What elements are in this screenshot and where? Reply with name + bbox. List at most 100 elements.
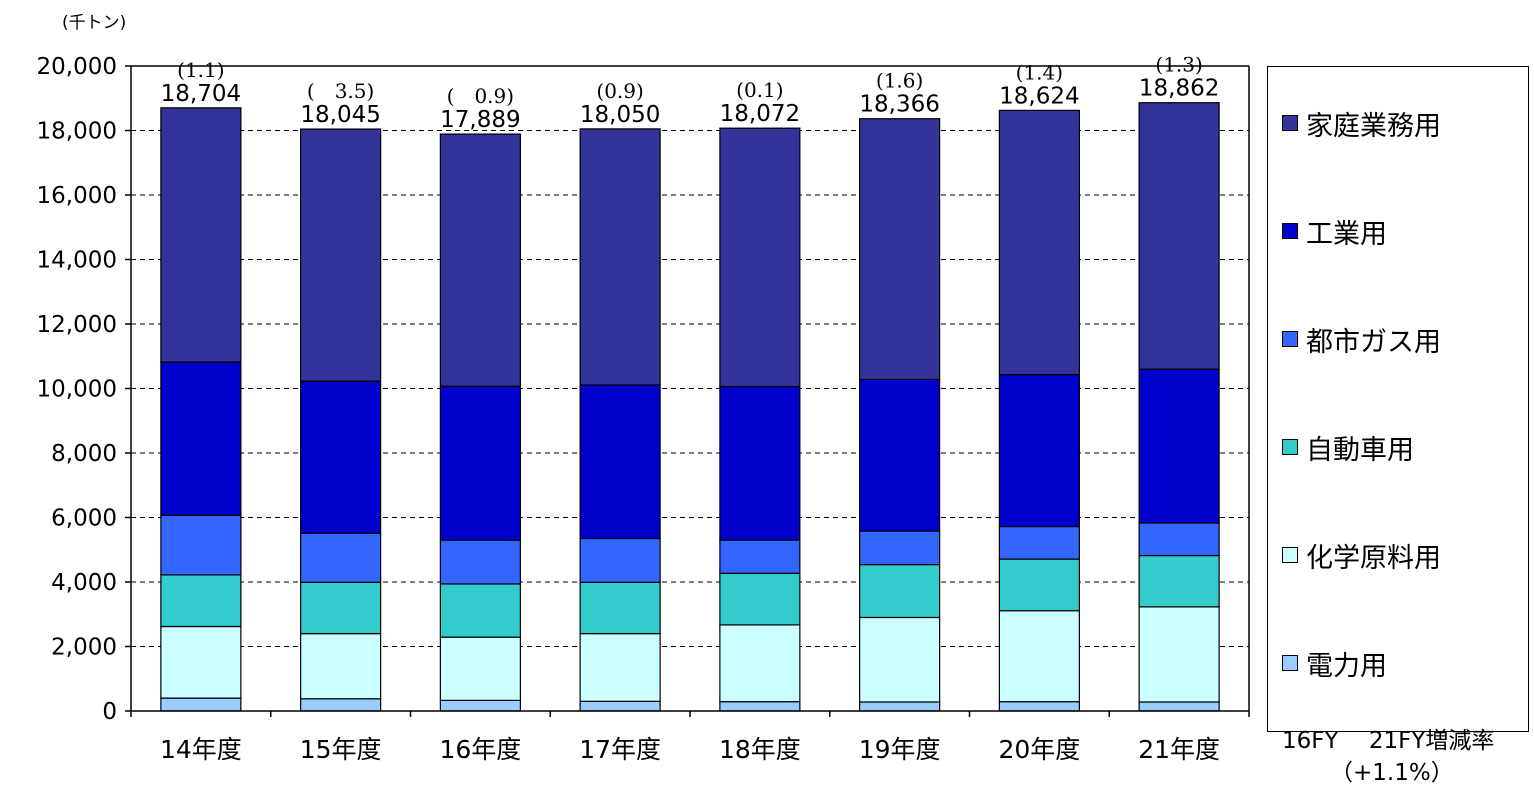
bar-segment-5 (719, 385, 801, 541)
x-tick-label: 17年度 (579, 735, 661, 764)
legend-item: 家庭業務用 (1282, 103, 1441, 143)
bar-segment-4 (719, 539, 801, 574)
bar-segment-6 (859, 118, 941, 381)
bar-segment-6 (998, 109, 1080, 376)
legend-label: 工業用 (1306, 218, 1387, 250)
legend-swatch (1282, 115, 1298, 131)
bar-segment-6 (579, 128, 661, 386)
x-tick-label: 19年度 (859, 735, 941, 764)
legend-swatch (1282, 547, 1298, 563)
bar-segment-5 (300, 380, 382, 534)
x-tick-label: 21年度 (1138, 735, 1220, 764)
legend-swatch (1282, 439, 1298, 455)
bar-segment-4 (859, 530, 941, 566)
bar-segment-1 (579, 700, 661, 712)
bar-segment-4 (439, 539, 521, 585)
bar-total-label: 18,050 (580, 102, 660, 128)
y-tick-label: 14,000 (37, 248, 117, 274)
bar-segment-5 (1138, 368, 1220, 524)
bar-segment-1 (160, 697, 242, 712)
footer-change-rate: （+1.1%） (1330, 760, 1454, 786)
bar-segment-6 (1138, 102, 1220, 370)
y-tick-label: 6,000 (51, 506, 117, 532)
x-tick-label: 20年度 (998, 735, 1080, 764)
bar-segment-2 (160, 625, 242, 699)
legend-swatch (1282, 331, 1298, 347)
bar-change-label: ( 0.9) (447, 84, 514, 108)
bar-change-label: (1.1) (177, 58, 224, 82)
x-tick-label: 15年度 (300, 735, 382, 764)
legend-label: 都市ガス用 (1306, 326, 1441, 358)
bar-segment-2 (859, 616, 941, 703)
bar-total-label: 18,624 (999, 83, 1079, 109)
bar-segment-1 (1138, 701, 1220, 712)
bar-segment-3 (998, 558, 1080, 612)
bar-change-label: (1.4) (1016, 60, 1063, 84)
bar-segment-6 (719, 127, 801, 388)
bar-total-label: 18,704 (161, 81, 241, 107)
bar-segment-2 (300, 632, 382, 700)
y-tick-label: 16,000 (37, 183, 117, 209)
bar-segment-1 (439, 699, 521, 712)
x-tick-label: 18年度 (719, 735, 801, 764)
legend-label: 自動車用 (1306, 434, 1414, 466)
y-tick-label: 10,000 (37, 377, 117, 403)
y-tick-label: 2,000 (51, 635, 117, 661)
bar-change-label: (1.6) (876, 69, 923, 93)
bar-total-label: 18,045 (300, 102, 380, 128)
bar-segment-3 (859, 563, 941, 619)
bar-segment-1 (998, 701, 1080, 712)
x-tick-label: 14年度 (160, 735, 242, 764)
bar-segment-4 (1138, 522, 1220, 557)
bar-total-label: 17,889 (440, 107, 520, 133)
bar-segment-5 (998, 374, 1080, 528)
bar-segment-5 (859, 378, 941, 532)
x-tick-label: 16年度 (439, 735, 521, 764)
legend-swatch (1282, 223, 1298, 239)
bar-segment-2 (439, 636, 521, 701)
bar-segment-3 (719, 572, 801, 626)
bar-total-label: 18,072 (720, 101, 800, 127)
y-tick-label: 20,000 (37, 54, 117, 80)
bar-segment-1 (859, 701, 941, 712)
bar-segment-4 (579, 537, 661, 583)
legend-label: 家庭業務用 (1306, 110, 1441, 142)
bar-total-label: 18,862 (1139, 76, 1219, 102)
bar-total-label: 18,366 (859, 92, 939, 118)
bar-segment-5 (160, 361, 242, 516)
bar-segment-4 (160, 514, 242, 576)
bar-change-label: ( 3.5) (307, 79, 374, 103)
y-tick-label: 4,000 (51, 570, 117, 596)
legend-item: 化学原料用 (1282, 535, 1441, 575)
bar-segment-3 (579, 581, 661, 635)
bar-segment-1 (300, 698, 382, 712)
bar-change-label: (0.9) (596, 79, 643, 103)
bar-change-label: (0.1) (736, 78, 783, 102)
legend-item: 都市ガス用 (1282, 319, 1441, 359)
legend-item: 自動車用 (1282, 427, 1414, 467)
legend-label: 電力用 (1306, 650, 1387, 682)
legend-item: 電力用 (1282, 643, 1387, 683)
bar-segment-5 (579, 384, 661, 540)
legend-label: 化学原料用 (1306, 542, 1441, 574)
bar-segment-3 (160, 574, 242, 628)
bar-segment-6 (439, 133, 521, 387)
bar-segment-5 (439, 385, 521, 541)
legend-item: 工業用 (1282, 211, 1387, 251)
footer-change-label: 16FY 21FY増減率 (1282, 728, 1495, 754)
y-tick-label: 18,000 (37, 119, 117, 145)
y-tick-label: 12,000 (37, 312, 117, 338)
bar-segment-3 (439, 583, 521, 638)
bar-segment-6 (160, 107, 242, 363)
bar-segment-3 (300, 581, 382, 635)
bar-segment-2 (719, 624, 801, 703)
bar-segment-2 (1138, 606, 1220, 703)
bar-segment-2 (998, 610, 1080, 703)
legend-swatch (1282, 655, 1298, 671)
legend: 家庭業務用工業用都市ガス用自動車用化学原料用電力用 (1267, 66, 1529, 732)
y-tick-label: 0 (102, 699, 117, 725)
bar-segment-4 (998, 525, 1080, 560)
bar-change-label: (1.3) (1155, 53, 1202, 77)
